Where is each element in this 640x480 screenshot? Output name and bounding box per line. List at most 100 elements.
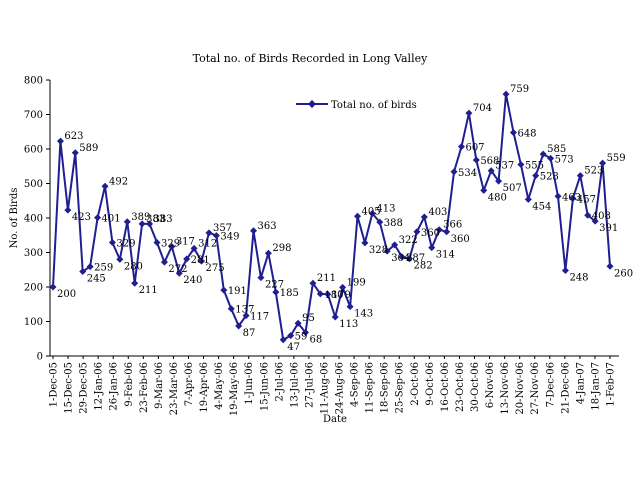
data-point-marker: [316, 290, 324, 298]
data-label: 360: [451, 234, 470, 245]
data-point-marker: [227, 305, 235, 313]
data-point-marker: [138, 220, 146, 228]
data-point-marker: [71, 149, 79, 157]
x-tick-label: 29-Dec-05: [79, 362, 90, 414]
data-point-marker: [235, 322, 243, 330]
data-point-marker: [383, 247, 391, 255]
x-tick-label: 13-Nov-06: [500, 362, 511, 415]
y-axis-title: No. of Birds: [9, 188, 20, 249]
data-point-marker: [294, 319, 302, 327]
data-label: 95: [302, 313, 315, 324]
data-point-marker: [264, 249, 272, 257]
data-point-marker: [398, 253, 406, 261]
data-label: 401: [102, 214, 121, 225]
data-point-marker: [465, 109, 473, 117]
data-point-marker: [339, 283, 347, 291]
data-label: 349: [220, 232, 239, 243]
data-point-marker: [324, 290, 332, 298]
y-axis-ticks: 0 100 200 300 400 500 600 700 800: [24, 76, 50, 363]
data-label: 68: [310, 335, 323, 346]
data-point-marker: [56, 137, 64, 145]
data-point-marker: [547, 154, 555, 162]
x-tick-label: 23-Oct-06: [455, 362, 466, 412]
data-label: 180: [324, 290, 343, 301]
data-label: 227: [265, 280, 284, 291]
data-label: 312: [198, 238, 217, 249]
data-label: 282: [413, 261, 432, 272]
data-label: 199: [347, 277, 366, 288]
data-label: 280: [124, 261, 143, 272]
data-label: 360: [421, 228, 440, 239]
data-label: 507: [503, 183, 522, 194]
data-point-marker: [539, 150, 547, 158]
data-label: 388: [384, 218, 403, 229]
x-tick-label: 19-May-06: [229, 362, 240, 416]
data-point-marker: [532, 172, 540, 180]
data-point-marker: [146, 220, 154, 228]
x-tick-label: 9-Mar-06: [154, 362, 165, 409]
x-tick-label: 13-Jul-06: [289, 362, 300, 408]
data-point-marker: [517, 161, 525, 169]
x-tick-label: 2-Oct-06: [410, 362, 421, 406]
data-point-marker: [49, 283, 57, 291]
data-label: 248: [569, 272, 588, 283]
data-point-marker: [279, 336, 287, 344]
data-point-marker: [413, 228, 421, 236]
data-label: 59: [295, 332, 308, 343]
data-point-marker: [242, 312, 250, 320]
x-tick-label: 4-Jan-07: [575, 362, 586, 404]
data-point-marker: [599, 159, 607, 167]
data-label: 363: [258, 221, 277, 232]
data-label: 413: [376, 204, 395, 215]
y-tick-label: 400: [24, 214, 43, 225]
data-point-marker: [94, 214, 102, 222]
x-tick-label: 4-May-06: [214, 362, 225, 410]
data-point-marker: [368, 210, 376, 218]
data-label: 287: [406, 253, 425, 264]
data-point-marker: [487, 167, 495, 175]
x-tick-label: 1-Jun-06: [244, 362, 255, 405]
data-point-marker: [212, 232, 220, 240]
data-point-marker: [606, 262, 614, 270]
y-tick-label: 300: [24, 248, 43, 259]
data-point-marker: [116, 255, 124, 263]
data-label: 143: [354, 309, 373, 320]
data-label: 559: [607, 153, 626, 164]
data-label: 275: [206, 263, 225, 274]
data-point-marker: [457, 143, 465, 151]
x-tick-label: 1-Dec-05: [49, 362, 60, 407]
data-point-marker: [435, 226, 443, 234]
data-label: 329: [161, 238, 180, 249]
x-tick-label: 12-Jan-06: [94, 362, 105, 411]
data-point-marker: [302, 329, 310, 337]
data-label: 137: [235, 305, 254, 316]
legend-label: Total no. of birds: [331, 100, 417, 111]
data-label: 317: [176, 237, 195, 248]
data-label: 113: [339, 319, 358, 330]
data-point-marker: [64, 206, 72, 214]
data-point-marker: [168, 243, 176, 251]
data-point-marker: [502, 90, 510, 98]
data-label: 480: [488, 192, 507, 203]
data-point-marker: [79, 267, 87, 275]
x-tick-label: 18-Sep-06: [380, 362, 391, 413]
data-point-marker: [250, 227, 258, 235]
data-point-marker: [287, 332, 295, 340]
data-point-marker: [376, 218, 384, 226]
x-tick-label: 15-Dec-05: [64, 362, 75, 414]
data-point-marker: [405, 255, 413, 263]
x-tick-label: 27-Nov-06: [530, 362, 541, 415]
data-label: 200: [57, 289, 76, 300]
data-label: 759: [510, 84, 529, 95]
data-label: 492: [109, 176, 128, 187]
data-label: 185: [280, 288, 299, 299]
data-label: 463: [562, 192, 581, 203]
data-label: 534: [458, 168, 477, 179]
data-label: 383: [154, 214, 173, 225]
data-point-marker: [524, 195, 532, 203]
data-label: 281: [191, 255, 210, 266]
data-label: 259: [94, 263, 113, 274]
data-label: 607: [465, 143, 484, 154]
y-tick-label: 200: [24, 283, 43, 294]
